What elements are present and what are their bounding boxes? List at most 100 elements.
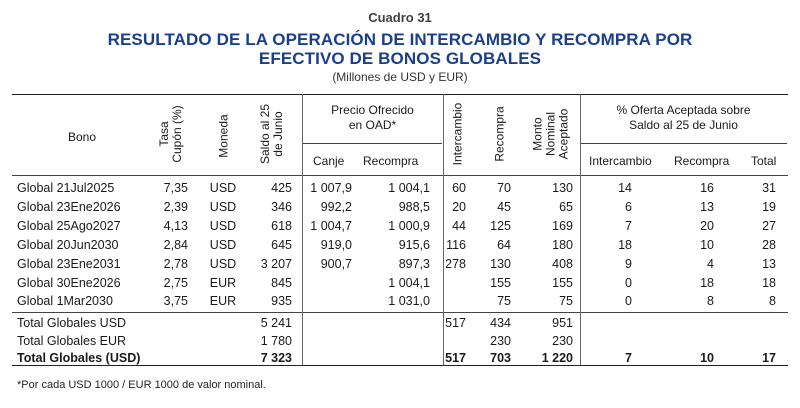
- header-bono: Bono: [68, 130, 97, 144]
- header-oferta-line-2: Saldo al 25 de Junio: [629, 118, 738, 132]
- header-saldo: Saldo al 25 de Junio: [258, 104, 285, 164]
- total-row-3-recompra: 703: [490, 351, 511, 365]
- row-4-intercambio: 116: [446, 238, 466, 252]
- header-precio-ofrecido: Precio Ofrecido en OAD*: [302, 103, 443, 133]
- row-6-of-rec: 18: [700, 276, 714, 290]
- header-oferta-recompra: Recompra: [674, 154, 730, 168]
- row-3-recompra: 125: [490, 219, 511, 233]
- row-7-saldo: 935: [271, 294, 292, 308]
- oferta-header-rule: [580, 143, 787, 144]
- total-row-1-monto: 951: [552, 316, 573, 330]
- row-3-of-int: 7: [625, 219, 632, 233]
- table-title-line-2: EFECTIVO DE BONOS GLOBALES: [258, 49, 542, 68]
- row-5-moneda: USD: [209, 257, 237, 271]
- column-divider: [302, 94, 303, 365]
- row-3-of-rec: 20: [700, 219, 714, 233]
- totals-separator-rule: [12, 312, 788, 313]
- row-6-recompra: 155: [490, 276, 511, 290]
- row-7-of-tot: 8: [769, 294, 776, 308]
- row-6-recompra-precio: 1 004,1: [388, 276, 430, 290]
- row-5-of-int: 9: [625, 257, 632, 271]
- total-row-3-intercambio: 517: [445, 351, 466, 365]
- row-3-canje: 1 004,7: [310, 219, 352, 233]
- row-1-saldo: 425: [271, 181, 292, 195]
- row-1-intercambio: 60: [452, 181, 466, 195]
- row-7-tasa: 3,75: [163, 294, 188, 308]
- header-saldo-line-2: de Junio: [271, 111, 285, 157]
- row-3-recompra-precio: 1 000,9: [388, 219, 430, 233]
- row-1-tasa: 7,35: [163, 181, 188, 195]
- row-4-canje: 919,0: [320, 238, 352, 252]
- table-number: Cuadro 31: [368, 10, 432, 25]
- header-oferta-line-1: % Oferta Aceptada sobre: [616, 103, 751, 117]
- row-4-of-rec: 10: [700, 238, 714, 252]
- row-4-moneda: USD: [209, 238, 237, 252]
- header-precio-line-2: en OAD*: [348, 118, 397, 132]
- total-row-2-saldo: 1 780: [260, 334, 292, 348]
- row-1-of-int: 14: [618, 181, 632, 195]
- row-6-tasa: 2,75: [163, 276, 188, 290]
- row-2-canje: 992,2: [320, 200, 352, 214]
- row-1-of-rec: 16: [700, 181, 714, 195]
- header-canje: Canje: [313, 154, 345, 168]
- table-bottom-rule: [12, 365, 788, 366]
- footnote: *Por cada USD 1000 / EUR 1000 de valor n…: [17, 379, 266, 391]
- row-1-moneda: USD: [209, 181, 237, 195]
- header-oferta-aceptada: % Oferta Aceptada sobre Saldo al 25 de J…: [580, 103, 787, 133]
- row-4-tasa: 2,84: [163, 238, 188, 252]
- row-2-recompra: 45: [497, 200, 511, 214]
- row-4-recompra: 64: [497, 238, 511, 252]
- row-2-moneda: USD: [209, 200, 237, 214]
- total-row-1-bono: Total Globales USD: [17, 316, 127, 330]
- total-row-1-saldo: 5 241: [260, 316, 292, 330]
- row-2-bono: Global 23Ene2026: [17, 200, 121, 214]
- total-row-2-monto: 230: [552, 334, 573, 348]
- total-row-2-recompra: 230: [490, 334, 511, 348]
- total-row-3-saldo: 7 323: [260, 351, 292, 365]
- header-tasa-line-2: Cupón (%): [170, 105, 184, 163]
- total-row-3-monto: 1 220: [541, 351, 573, 365]
- table-subtitle: (Millones de USD y EUR): [332, 70, 468, 84]
- row-1-recompra-precio: 1 004,1: [388, 181, 430, 195]
- row-6-monto: 155: [552, 276, 573, 290]
- total-row-3-of-int: 7: [625, 351, 632, 365]
- row-2-tasa: 2,39: [163, 200, 188, 214]
- header-moneda-text: Moneda: [216, 114, 231, 158]
- row-3-moneda: USD: [209, 219, 237, 233]
- row-7-of-rec: 8: [707, 294, 714, 308]
- row-7-recompra: 75: [497, 294, 511, 308]
- row-5-intercambio: 278: [445, 257, 466, 271]
- row-7-recompra-precio: 1 031,0: [388, 294, 430, 308]
- row-2-recompra-precio: 988,5: [398, 200, 430, 214]
- row-5-recompra: 130: [490, 257, 511, 271]
- row-3-tasa: 4,13: [163, 219, 188, 233]
- header-moneda: Moneda: [216, 114, 231, 158]
- header-monto-nominal: Monto Nominal Aceptado: [531, 108, 571, 160]
- row-2-monto: 65: [559, 200, 573, 214]
- row-5-tasa: 2,78: [163, 257, 188, 271]
- total-row-2-bono: Total Globales EUR: [17, 334, 127, 348]
- header-intercambio-text: Intercambio: [450, 102, 465, 166]
- row-2-of-tot: 19: [762, 200, 776, 214]
- table-title-line-1: RESULTADO DE LA OPERACIÓN DE INTERCAMBIO…: [107, 30, 693, 49]
- header-recompra-text: Recompra: [492, 106, 507, 162]
- row-5-canje: 900,7: [320, 257, 352, 271]
- total-row-1-recompra: 434: [490, 316, 511, 330]
- row-3-bono: Global 25Ago2027: [17, 219, 121, 233]
- row-2-of-int: 6: [625, 200, 632, 214]
- row-7-bono: Global 1Mar2030: [17, 294, 113, 308]
- row-6-saldo: 845: [271, 276, 292, 290]
- row-2-saldo: 346: [271, 200, 292, 214]
- total-row-3-bono: Total Globales (USD): [17, 351, 141, 365]
- row-4-of-tot: 28: [762, 238, 776, 252]
- header-precio-recompra: Recompra: [363, 154, 419, 168]
- row-4-monto: 180: [552, 238, 573, 252]
- row-1-bono: Global 21Jul2025: [17, 181, 115, 195]
- row-1-of-tot: 31: [762, 181, 776, 195]
- header-monto-line-3: Aceptado: [556, 108, 571, 160]
- row-5-saldo: 3 207: [260, 257, 292, 271]
- row-7-of-int: 0: [625, 294, 632, 308]
- row-6-moneda: EUR: [209, 276, 237, 290]
- row-1-recompra: 70: [497, 181, 511, 195]
- row-4-of-int: 18: [618, 238, 632, 252]
